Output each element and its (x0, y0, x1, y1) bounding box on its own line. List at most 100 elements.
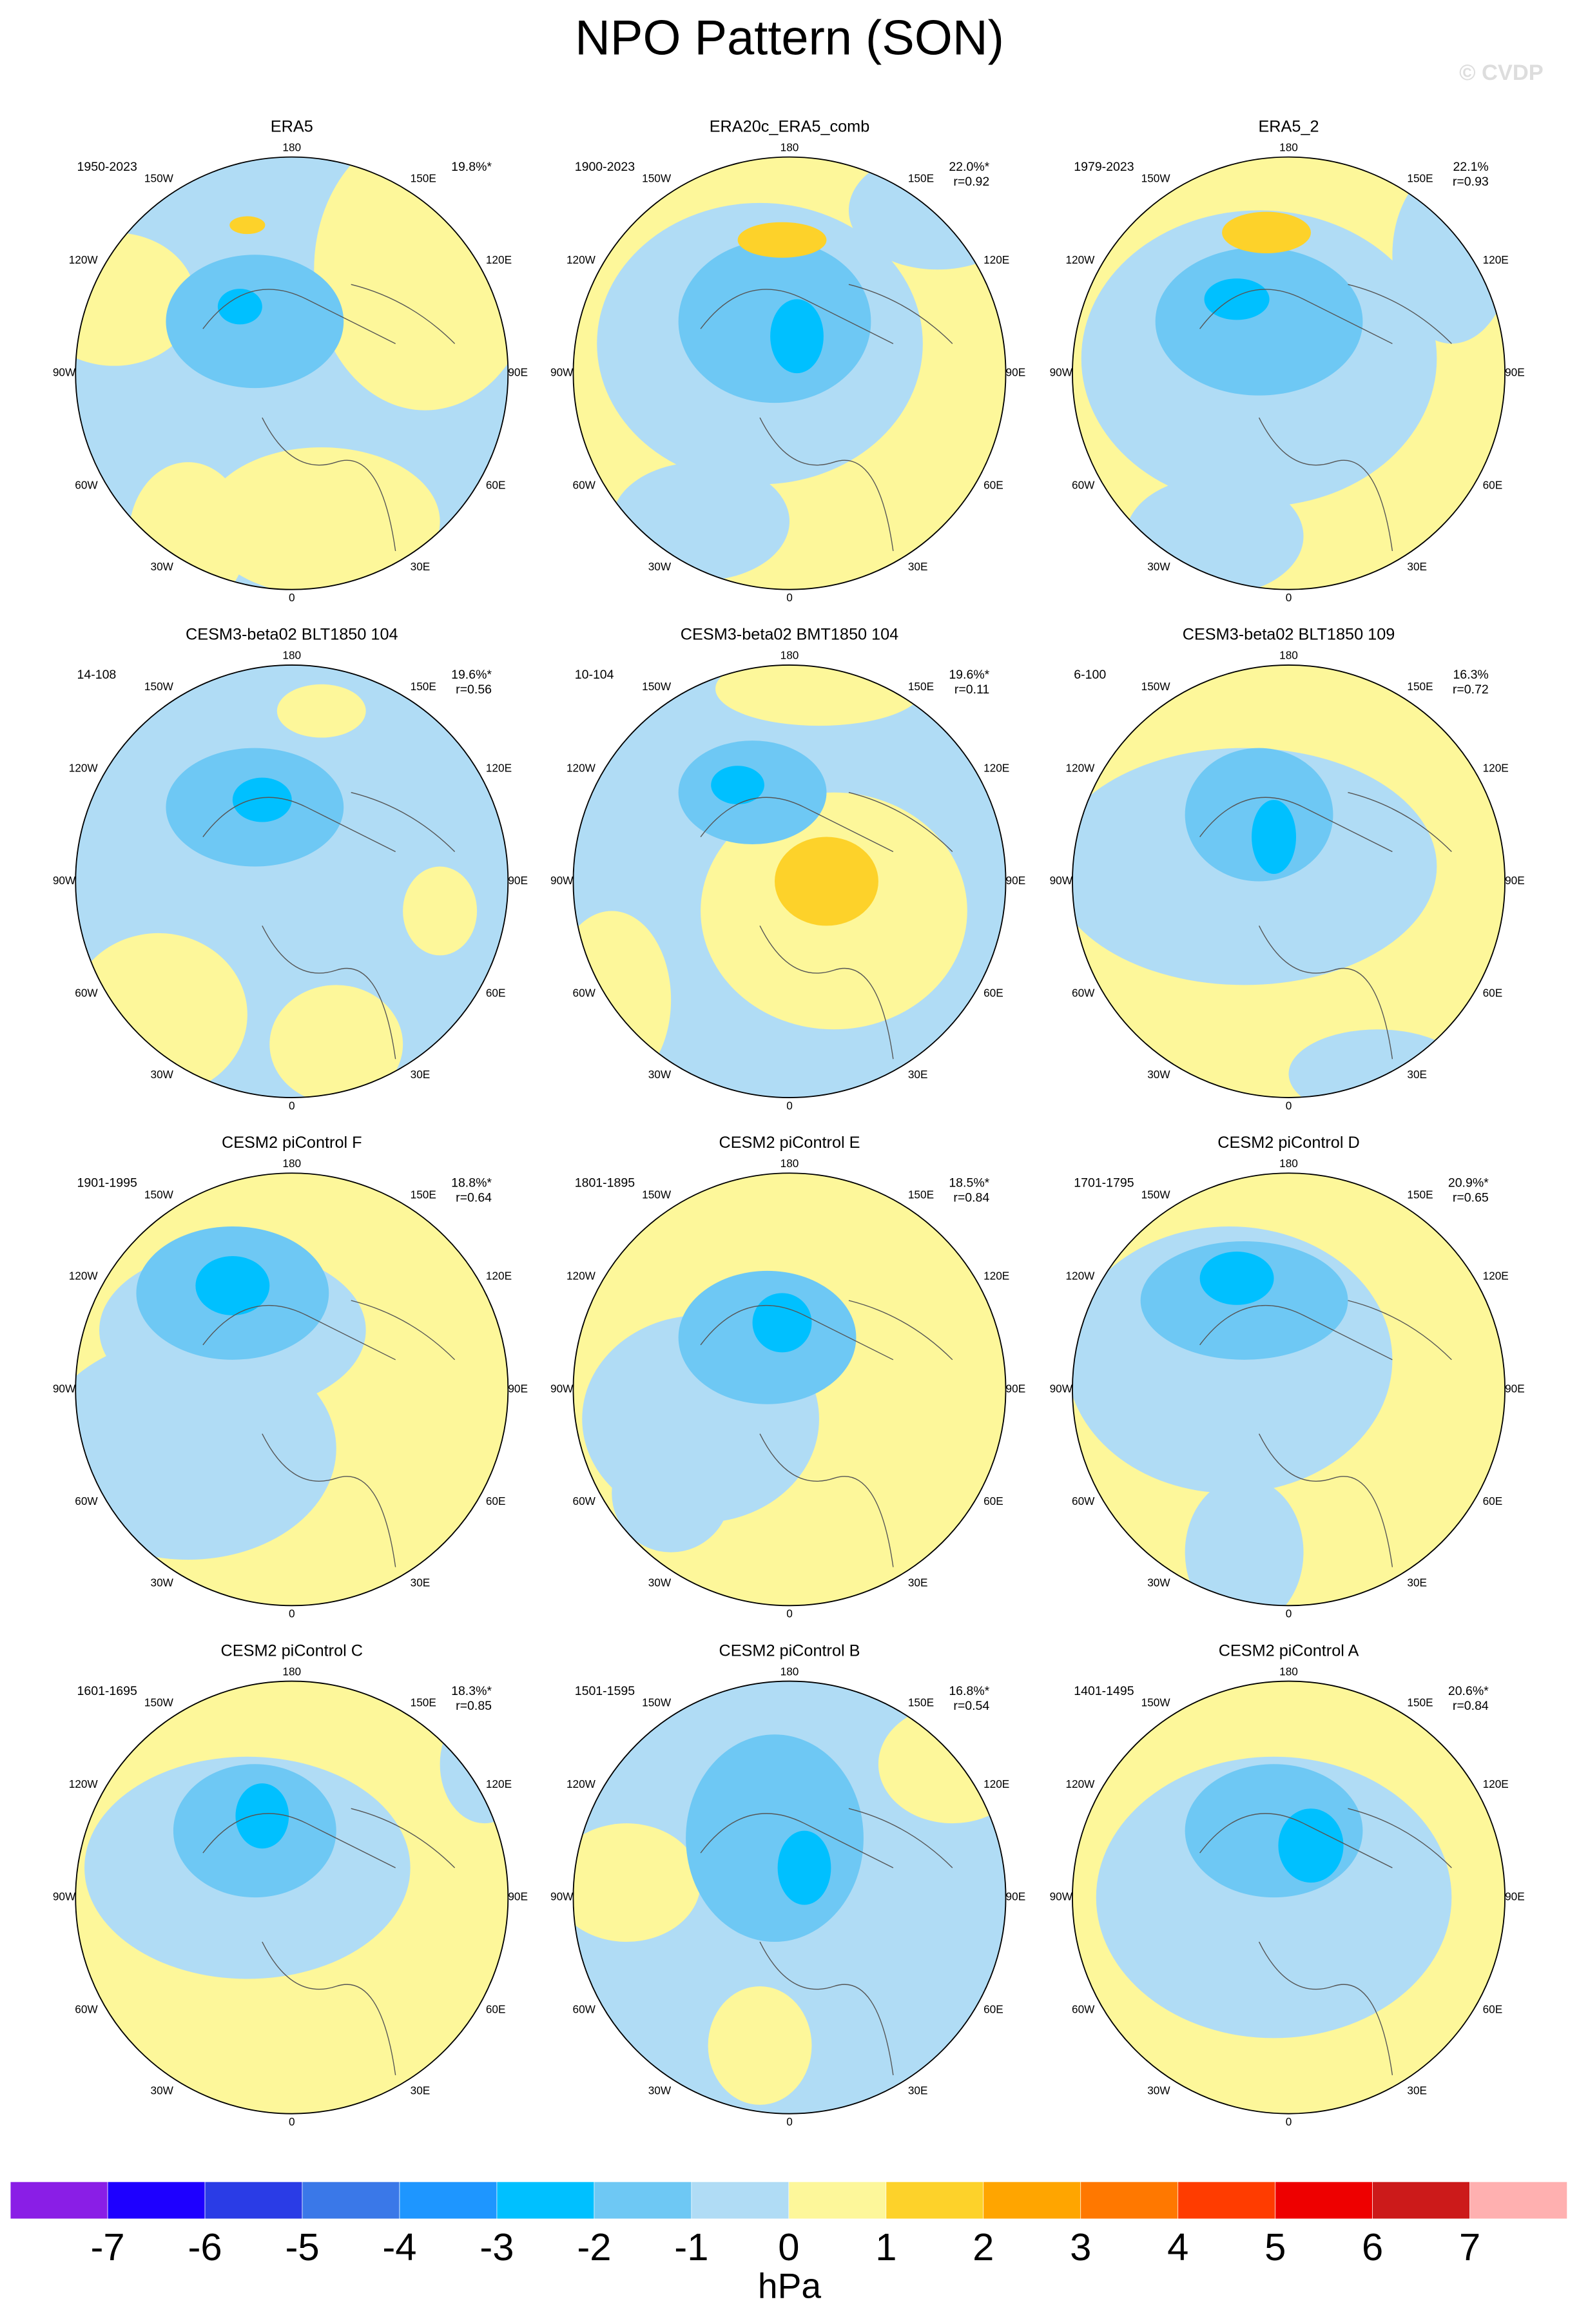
longitude-label: 90W (53, 366, 76, 379)
longitude-label: 150E (1407, 1696, 1433, 1709)
longitude-label: 30W (648, 1068, 672, 1081)
longitude-label: 120E (983, 761, 1009, 774)
period: 1401-1495 (1074, 1684, 1134, 1698)
map-panel (1072, 1173, 1506, 1606)
variance: 22.0%* (949, 160, 989, 174)
longitude-label: 60E (983, 1495, 1003, 1507)
contour-region (217, 289, 262, 325)
longitude-label: 150W (642, 172, 672, 185)
longitude-label: 120W (567, 253, 596, 266)
map-panel (75, 1681, 509, 2114)
longitude-label: 120E (1483, 253, 1509, 266)
longitude-label: 90W (53, 1890, 76, 1903)
colorbar-label: 4 (1167, 2225, 1188, 2269)
contour-region (1288, 1029, 1467, 1098)
longitude-label: 60W (75, 987, 98, 1000)
longitude-label: 60W (1072, 987, 1095, 1000)
coastline (202, 1808, 456, 2075)
longitude-label: 60E (983, 987, 1003, 1000)
map-panel (573, 664, 1006, 1098)
longitude-label: 150W (1141, 1696, 1171, 1709)
colorbar-box (1275, 2182, 1373, 2220)
figure-title: NPO Pattern (SON) (575, 10, 1004, 65)
longitude-label: 120W (1065, 253, 1095, 266)
colorbar-box (204, 2182, 303, 2220)
longitude-label: 30E (908, 2084, 928, 2097)
map-border (1072, 1680, 1506, 2115)
longitude-label: 90W (1050, 874, 1073, 887)
pattern-correlation: r=0.93 (1453, 175, 1489, 189)
variance: 19.8%* (451, 160, 492, 174)
longitude-label: 60E (1483, 1495, 1503, 1507)
contour-region (1204, 278, 1270, 320)
colorbar-box (1080, 2182, 1179, 2220)
longitude-label: 180 (780, 140, 799, 153)
period: 1801-1895 (575, 1176, 635, 1190)
longitude-label: 90E (508, 1382, 528, 1395)
colorbar-box (788, 2182, 887, 2220)
longitude-label: 0 (1286, 1607, 1292, 1620)
longitude-label: 90E (1505, 1382, 1525, 1395)
variance: 19.6%* (451, 668, 492, 682)
panel-title: CESM2 piControl D (1217, 1134, 1359, 1152)
longitude-label: 30E (1407, 560, 1427, 573)
longitude-label: 60E (486, 987, 506, 1000)
longitude-label: 90W (1050, 1890, 1073, 1903)
contour-region (202, 447, 440, 590)
longitude-label: 90W (53, 874, 76, 887)
longitude-label: 120E (983, 1777, 1009, 1790)
panel-title: CESM2 piControl B (719, 1641, 860, 1660)
longitude-label: 120W (69, 1777, 99, 1790)
longitude-label: 30E (908, 1068, 928, 1081)
contour-region (195, 1255, 270, 1315)
longitude-label: 180 (780, 1665, 799, 1678)
map-panel (573, 1681, 1006, 2114)
longitude-label: 90E (508, 366, 528, 379)
longitude-label: 90W (550, 366, 574, 379)
longitude-label: 180 (1279, 1665, 1298, 1678)
contour-region (711, 766, 764, 804)
contour-region (777, 1830, 831, 1905)
longitude-label: 90W (1050, 366, 1073, 379)
pattern-correlation: r=0.64 (456, 1190, 492, 1205)
longitude-label: 60W (1072, 2002, 1095, 2015)
longitude-label: 150W (642, 680, 672, 693)
panel-title: ERA5 (271, 117, 313, 135)
longitude-label: 30W (648, 2084, 672, 2097)
longitude-label: 0 (289, 1607, 295, 1620)
longitude-label: 120W (567, 1777, 596, 1790)
longitude-label: 120E (1483, 1777, 1509, 1790)
colorbar-box (496, 2182, 595, 2220)
longitude-label: 30E (908, 1576, 928, 1589)
longitude-label: 0 (289, 1099, 295, 1112)
longitude-label: 150E (1407, 1188, 1433, 1201)
variance: 22.1% (1453, 160, 1488, 174)
map-panel (1072, 664, 1506, 1098)
contour-region (715, 664, 923, 726)
pattern-correlation: r=0.92 (953, 175, 989, 189)
colorbar-box (1372, 2182, 1470, 2220)
longitude-label: 90E (508, 874, 528, 887)
longitude-label: 90W (550, 874, 574, 887)
longitude-label: 30W (151, 2084, 174, 2097)
map-panel (75, 157, 509, 590)
colorbar-label: -3 (480, 2225, 514, 2269)
contour-region (737, 222, 827, 258)
map-panel (1072, 157, 1506, 590)
longitude-label: 120W (1065, 761, 1095, 774)
longitude-label: 120W (69, 253, 99, 266)
longitude-label: 60W (1072, 478, 1095, 491)
longitude-label: 30W (1147, 560, 1170, 573)
map-border (1072, 156, 1506, 590)
longitude-label: 150W (1141, 680, 1171, 693)
colorbar-label: -1 (674, 2225, 708, 2269)
longitude-label: 150E (1407, 172, 1433, 185)
longitude-label: 90E (1006, 1890, 1026, 1903)
longitude-label: 60E (1483, 478, 1503, 491)
longitude-label: 120E (983, 1270, 1009, 1283)
longitude-label: 150E (908, 1696, 934, 1709)
period: 1701-1795 (1074, 1176, 1134, 1190)
longitude-label: 0 (786, 2115, 793, 2128)
pattern-correlation: r=0.56 (456, 683, 492, 697)
